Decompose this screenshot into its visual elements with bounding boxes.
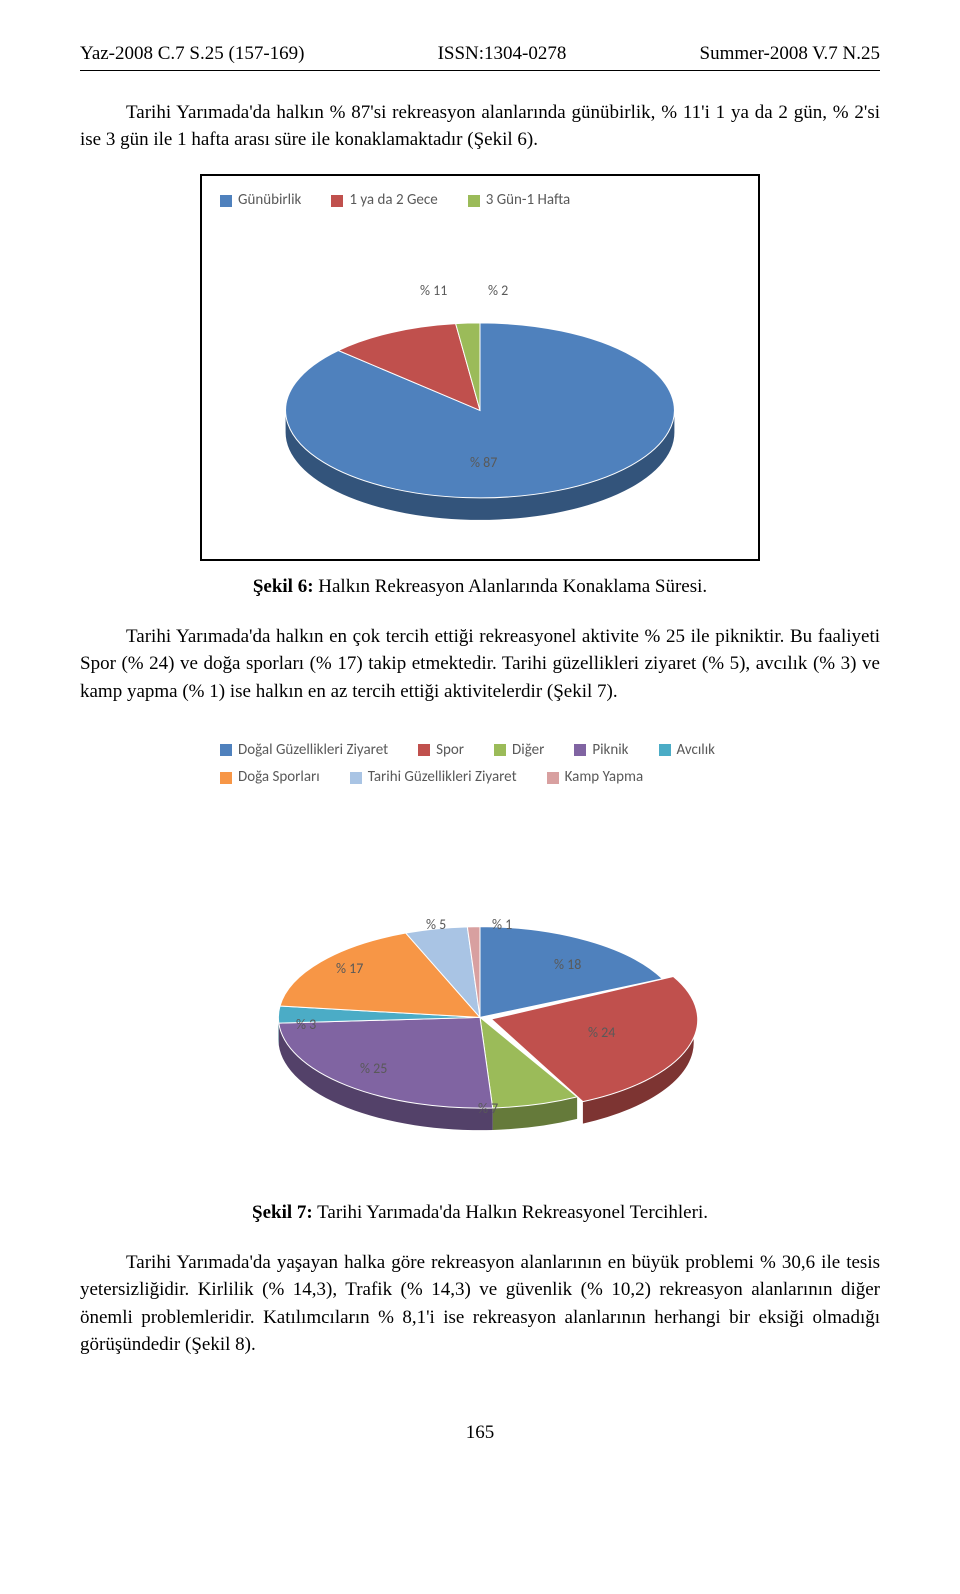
legend-swatch xyxy=(659,744,671,756)
header-center: ISSN:1304-0278 xyxy=(438,40,567,68)
legend-swatch xyxy=(468,195,480,207)
legend-item: Avcılık xyxy=(659,740,715,762)
legend-label: Kamp Yapma xyxy=(565,767,644,789)
paragraph-1: Tarihi Yarımada'da halkın % 87'si rekrea… xyxy=(80,99,880,154)
pie-slice-label: % 2 xyxy=(488,281,508,301)
legend-label: Tarihi Güzellikleri Ziyaret xyxy=(368,767,517,789)
legend-label: Doğa Sporları xyxy=(238,767,320,789)
figure-7-pie: % 18 % 24 % 7 % 25 % 3 % 17 % 5 % 1 xyxy=(200,797,760,1177)
header-right: Summer-2008 V.7 N.25 xyxy=(700,40,880,68)
pie-slice-label: % 17 xyxy=(336,959,363,979)
legend-item: Doğal Güzellikleri Ziyaret xyxy=(220,740,388,762)
legend-label: Doğal Güzellikleri Ziyaret xyxy=(238,740,388,762)
legend-label: Piknik xyxy=(592,740,628,762)
legend-label: 3 Gün-1 Hafta xyxy=(486,190,571,212)
legend-item: Tarihi Güzellikleri Ziyaret xyxy=(350,767,517,789)
legend-item: Spor xyxy=(418,740,464,762)
legend-swatch xyxy=(331,195,343,207)
pie-slice-label: % 25 xyxy=(360,1059,387,1079)
pie-slice-label: % 7 xyxy=(478,1099,498,1119)
legend-item: Piknik xyxy=(574,740,628,762)
legend-swatch xyxy=(574,744,586,756)
pie-slice-label: % 5 xyxy=(426,915,446,935)
legend-swatch xyxy=(350,772,362,784)
pie-slice-label: % 18 xyxy=(554,955,581,975)
legend-label: Diğer xyxy=(512,740,544,762)
legend-swatch xyxy=(494,744,506,756)
caption-6-text: Halkın Rekreasyon Alanlarında Konaklama … xyxy=(314,576,708,597)
caption-6-label: Şekil 6: xyxy=(253,576,314,597)
pie-slice-label: % 11 xyxy=(420,281,447,301)
figure-6-caption: Şekil 6: Halkın Rekreasyon Alanlarında K… xyxy=(80,573,880,601)
legend-swatch xyxy=(220,744,232,756)
pie-slice-label: % 24 xyxy=(588,1023,615,1043)
legend-label: Avcılık xyxy=(677,740,715,762)
figure-6-pie: % 87 % 11 % 2 xyxy=(210,219,750,549)
paragraph-2: Tarihi Yarımada'da halkın en çok tercih … xyxy=(80,623,880,706)
legend-swatch xyxy=(547,772,559,784)
legend-label: 1 ya da 2 Gece xyxy=(349,190,437,212)
header-underline xyxy=(80,70,880,71)
legend-item: Kamp Yapma xyxy=(547,767,644,789)
pie-slice-label: % 3 xyxy=(296,1015,316,1035)
legend-item: 3 Gün-1 Hafta xyxy=(468,190,571,212)
legend-swatch xyxy=(418,744,430,756)
legend-item: Diğer xyxy=(494,740,544,762)
paragraph-3: Tarihi Yarımada'da yaşayan halka göre re… xyxy=(80,1249,880,1359)
figure-7: Doğal Güzellikleri Ziyaret Spor Diğer Pikni… xyxy=(185,726,775,1188)
page-header: Yaz-2008 C.7 S.25 (157-169) ISSN:1304-02… xyxy=(80,40,880,68)
legend-label: Spor xyxy=(436,740,464,762)
pie-slice-label: % 1 xyxy=(492,915,512,935)
figure-7-caption: Şekil 7: Tarihi Yarımada'da Halkın Rekre… xyxy=(80,1199,880,1227)
legend-swatch xyxy=(220,772,232,784)
figure-7-legend: Doğal Güzellikleri Ziyaret Spor Diğer Pikni… xyxy=(220,740,740,790)
legend-item: Günübirlik xyxy=(220,190,301,212)
caption-7-text: Tarihi Yarımada'da Halkın Rekreasyonel T… xyxy=(313,1202,708,1223)
pie-slice-label: % 87 xyxy=(470,453,497,473)
header-left: Yaz-2008 C.7 S.25 (157-169) xyxy=(80,40,304,68)
page-number: 165 xyxy=(80,1419,880,1447)
legend-swatch xyxy=(220,195,232,207)
legend-label: Günübirlik xyxy=(238,190,301,212)
figure-6: Günübirlik 1 ya da 2 Gece 3 Gün-1 Hafta % … xyxy=(200,174,760,562)
legend-item: 1 ya da 2 Gece xyxy=(331,190,437,212)
figure-6-legend: Günübirlik 1 ya da 2 Gece 3 Gün-1 Hafta xyxy=(220,190,740,212)
caption-7-label: Şekil 7: xyxy=(252,1202,313,1223)
legend-item: Doğa Sporları xyxy=(220,767,320,789)
